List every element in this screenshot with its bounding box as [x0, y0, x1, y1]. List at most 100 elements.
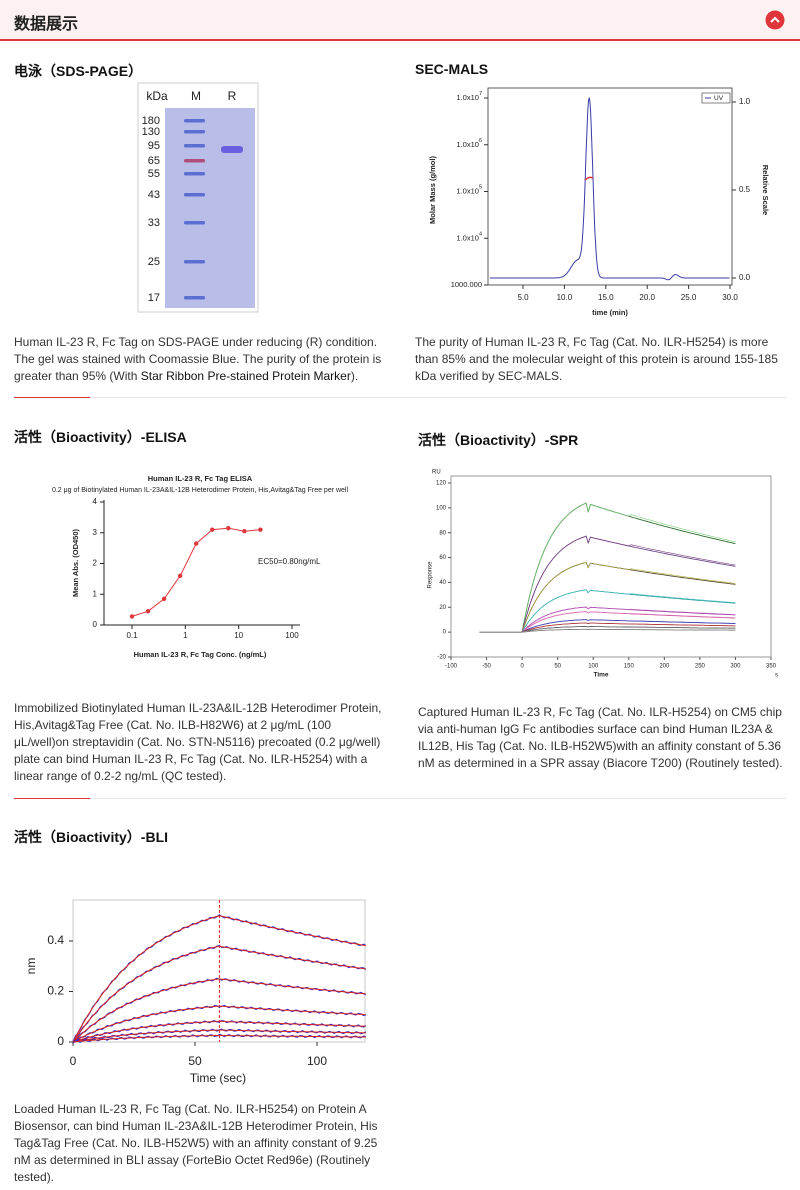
caption-text: Human IL-23 R, Fc Tag on SDS-PAGE under …	[14, 335, 382, 383]
lane-label: M	[191, 89, 201, 103]
y-tick-base: 1.0x10	[456, 233, 479, 242]
y-tick-label: 1.0x105	[456, 185, 482, 196]
x-tick-label: 30.0	[722, 293, 738, 302]
y-tick-base: 1.0x10	[456, 186, 479, 195]
y-tick-label: 0.4	[47, 933, 64, 947]
x-tick-label: 50	[188, 1054, 202, 1068]
data-point	[129, 614, 135, 619]
legend-label: UV	[714, 95, 724, 102]
data-point	[194, 541, 199, 546]
sensorgram-fit	[521, 619, 736, 633]
y-tick-label: 80	[439, 530, 446, 536]
data-point	[210, 527, 215, 532]
caption-text: ).	[350, 369, 359, 383]
collapse-button[interactable]	[765, 10, 785, 30]
y-axis-label: Mean Abs. (OD450)	[71, 528, 80, 597]
section-title: 活性（Bioactivity）-ELISA	[14, 429, 187, 445]
marker-label: 130	[142, 126, 160, 138]
y2-tick-label: 1.0	[739, 97, 751, 106]
divider	[14, 798, 786, 799]
caption-link[interactable]: Star Ribbon Pre-stained Protein Marker	[140, 369, 351, 383]
y-axis-label: nm	[24, 958, 38, 975]
data-point	[161, 596, 167, 602]
sensorgram-fit	[521, 622, 736, 633]
marker-label: 17	[148, 292, 160, 304]
caption: Loaded Human IL-23 R, Fc Tag (Cat. No. I…	[14, 1102, 378, 1184]
uv-trace	[489, 96, 730, 281]
y-axis-label: Molar Mass (g/mol)	[428, 156, 437, 224]
marker-band	[184, 119, 205, 123]
section-title: 活性（Bioactivity）-SPR	[418, 432, 579, 448]
marker-label: 180	[142, 115, 160, 127]
x-tick-label: -100	[445, 664, 458, 670]
x-tick-label: 0.1	[126, 631, 138, 640]
sensorgram-fit	[521, 562, 736, 633]
data-point	[145, 608, 151, 614]
sensorgram-fit	[522, 629, 736, 633]
y-tick-label: 1000.000	[451, 280, 482, 289]
x-tick-label: 200	[659, 664, 670, 670]
y-tick-label: 100	[436, 505, 447, 511]
marker-label: 55	[148, 168, 160, 180]
y-tick-exp: 5	[479, 185, 482, 191]
x-tick-label: 1	[183, 631, 188, 640]
x-axis-label: Time (sec)	[190, 1071, 246, 1085]
header: 数据展示	[0, 0, 800, 41]
y-tick-exp: 4	[479, 232, 482, 238]
x-tick-label: 5.0	[517, 293, 529, 302]
y-tick-base: 1000.000	[451, 280, 482, 289]
x-axis-label: Time	[593, 672, 608, 679]
y-tick-label: 4	[93, 497, 98, 506]
data-point	[258, 527, 263, 532]
y-tick-base: 1.0x10	[456, 93, 479, 102]
marker-band	[184, 130, 205, 134]
lane-label: R	[228, 89, 237, 103]
data-point	[242, 529, 247, 534]
marker-band	[184, 144, 205, 148]
x-tick-label: 300	[730, 664, 741, 670]
sensorgram-fit	[521, 502, 736, 633]
y-unit: RU	[432, 470, 441, 476]
y-tick-label: 0	[443, 630, 447, 636]
bli-fit	[72, 915, 366, 1043]
y-tick-base: 1.0x10	[456, 140, 479, 149]
marker-band	[184, 296, 205, 300]
x-tick-label: 0	[520, 664, 524, 670]
x-tick-label: 100	[588, 664, 599, 670]
x-tick-label: 0	[70, 1054, 77, 1068]
marker-band	[184, 260, 205, 264]
y-tick-exp: 6	[479, 138, 482, 144]
x-tick-label: 25.0	[681, 293, 697, 302]
x-tick-label: 100	[285, 631, 299, 640]
sensorgram-fit	[522, 626, 736, 633]
section-title: SEC-MALS	[415, 61, 489, 77]
sensorgram-fit	[521, 606, 736, 633]
y-tick-label: 2	[93, 559, 98, 568]
y-tick-label: 0	[93, 620, 98, 629]
marker-label: 25	[148, 256, 160, 268]
bli-fit	[72, 1020, 366, 1043]
gel-label: kDa	[146, 89, 168, 103]
x-axis-label: time (min)	[592, 308, 628, 317]
chart-title: Human IL-23 R, Fc Tag ELISA	[148, 474, 253, 483]
x-tick-label: 20.0	[639, 293, 655, 302]
y-tick-label: 120	[436, 481, 447, 487]
y-tick-label: 1.0x107	[456, 91, 482, 102]
section-title: 电泳（SDS-PAGE）	[14, 63, 143, 79]
x-axis-label: Human IL-23 R, Fc Tag Conc. (ng/mL)	[134, 650, 267, 659]
section-title: 活性（Bioactivity）-BLI	[14, 829, 169, 845]
x-tick-label: 15.0	[598, 293, 614, 302]
sensorgram-fit	[521, 589, 736, 633]
caption: Captured Human IL-23 R, Fc Tag (Cat. No.…	[418, 705, 783, 770]
gel	[165, 108, 255, 308]
bli-fit	[72, 945, 366, 1043]
sensorgram-fit	[521, 535, 736, 633]
data-point	[177, 573, 183, 578]
header-title: 数据展示	[14, 16, 79, 33]
sensorgram	[521, 589, 736, 633]
marker-band	[184, 193, 205, 197]
y-tick-label: 0.2	[47, 984, 64, 998]
y2-tick-label: 0.0	[739, 273, 751, 282]
y-tick-label: 20	[439, 605, 446, 611]
